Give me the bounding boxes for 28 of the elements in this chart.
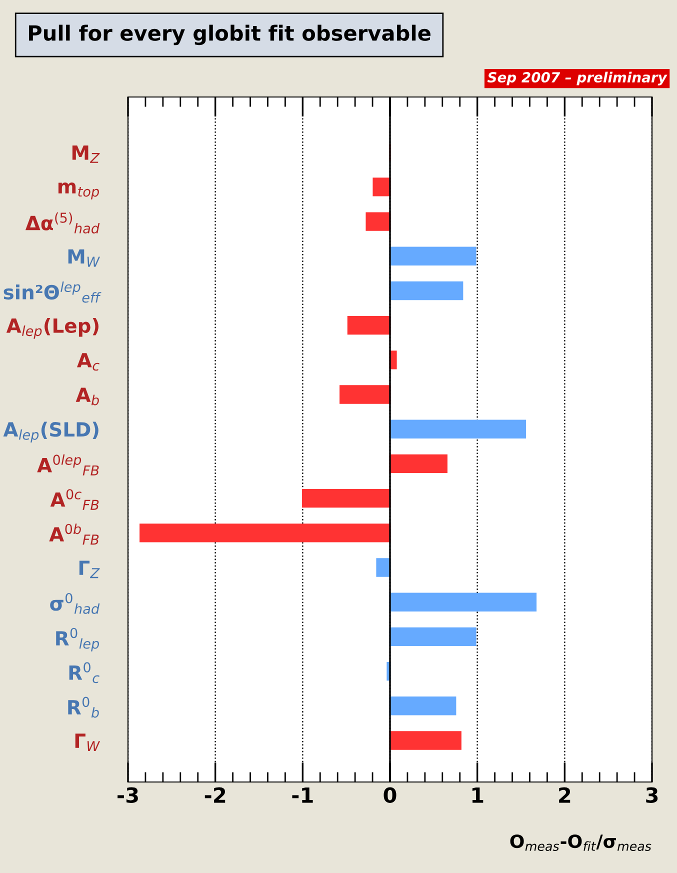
y-tick-label: R$^{0}$$_{b}$ [68, 696, 99, 718]
x-tick-label: 3 [646, 787, 658, 803]
text: Sep 2007 – preliminary [487, 72, 668, 86]
y-tick-label: m$_{top}$ [58, 182, 99, 200]
x-tick-label: 0 [384, 787, 396, 803]
y-tick-label: σ$^{0}$$_{had}$ [50, 592, 100, 614]
y-tick-label: sin²Θ$^{lep}$$_{eff}$ [4, 282, 102, 303]
x-tick-label: 1 [472, 788, 484, 803]
y-tick-label: R$^{0}$$_{c}$ [69, 662, 100, 684]
y-tick-label: A$^{0c}$$_{FB}$ [50, 489, 99, 510]
x-axis-title: O$_{meas}$-O$_{fit}$/σ$_{meas}$ [510, 834, 652, 851]
y-tick-label: Γ$_{W}$ [75, 734, 100, 752]
y-tick-label: A$^{0lep}$$_{FB}$ [37, 454, 99, 476]
y-tick-label: A$_{b}$ [76, 388, 99, 406]
x-tick-label: 2 [559, 787, 570, 803]
y-tick-label: A$_{lep}$(Lep) [6, 318, 98, 339]
x-tick-label: -3 [118, 787, 138, 803]
x-tick-label: -2 [204, 787, 226, 803]
x-tick-label: -1 [292, 788, 313, 803]
y-tick-label: A$_{c}$ [76, 353, 100, 371]
y-tick-label: Δα$^{(5)}$$_{had}$ [25, 212, 100, 234]
y-tick-label: R$^{0}$$_{lep}$ [56, 628, 100, 652]
chart-title: Pull for every globit fit observable [28, 24, 430, 46]
y-tick-label: A$^{0b}$$_{FB}$ [49, 524, 99, 545]
y-tick-label: A$_{lep}$(SLD) [3, 422, 98, 443]
y-tick-label: M$_{W}$ [68, 249, 100, 267]
y-tick-label: M$_{Z}$ [72, 146, 100, 163]
y-tick-label: Γ$_{Z}$ [79, 560, 100, 578]
